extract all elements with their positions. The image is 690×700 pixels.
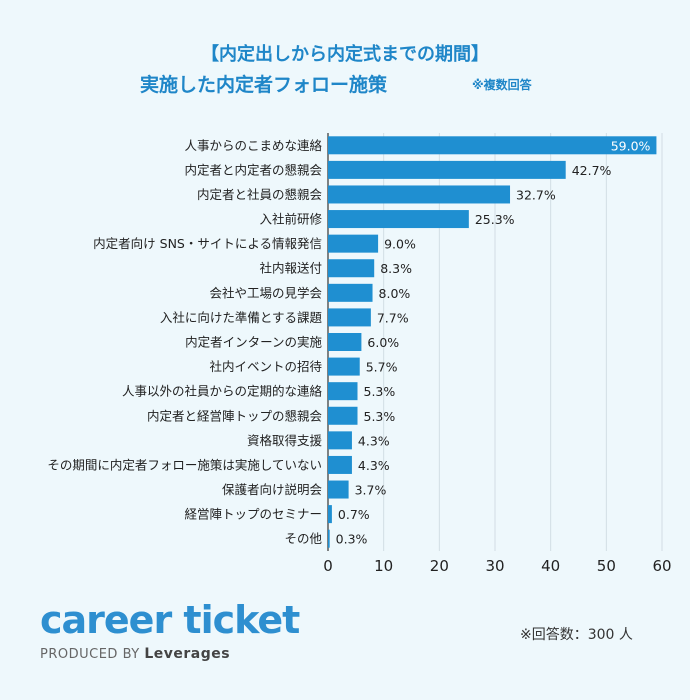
bar	[328, 505, 332, 524]
bar	[328, 160, 566, 179]
x-tick-label: 20	[430, 557, 449, 575]
value-label: 4.3%	[358, 433, 390, 448]
category-label: 内定者と内定者の懇親会	[184, 162, 322, 177]
bar	[328, 185, 511, 204]
value-label: 32.7%	[516, 187, 556, 202]
bar	[328, 259, 375, 278]
career-ticket-logo: career ticket	[40, 598, 300, 642]
value-label: 8.0%	[379, 286, 411, 301]
category-label: 人事からのこまめな連絡	[184, 138, 322, 153]
logo-produced-by: PRODUCED BY Leverages	[40, 646, 230, 662]
category-label: 人事以外の社員からの定期的な連絡	[122, 384, 323, 399]
category-label: 内定者向け SNS・サイトによる情報発信	[93, 236, 322, 251]
bar	[328, 333, 362, 351]
bar	[328, 136, 657, 155]
value-label: 5.3%	[364, 384, 396, 399]
multiple-answer-note: ※複数回答	[472, 78, 532, 92]
category-label: 経営陣トップのセミナー	[184, 507, 322, 522]
value-label: 3.7%	[355, 483, 387, 498]
value-label: 5.7%	[366, 360, 398, 375]
category-label: 入社前研修	[259, 212, 322, 227]
value-label: 0.3%	[336, 532, 368, 547]
category-label: 資格取得支援	[247, 433, 323, 448]
category-label: その他	[284, 531, 322, 546]
category-label: 社内イベントの招待	[209, 359, 322, 374]
category-label: 入社に向けた準備とする課題	[160, 310, 323, 325]
value-label: 25.3%	[475, 212, 515, 227]
value-label: 9.0%	[384, 237, 416, 252]
logo-brand: Leverages	[144, 646, 231, 662]
category-label: 内定者と社員の懇親会	[197, 187, 323, 202]
bar	[328, 529, 330, 548]
x-tick-label: 60	[652, 557, 671, 575]
bar	[328, 308, 371, 327]
bar	[328, 480, 349, 499]
value-label: 8.3%	[380, 261, 412, 276]
logo-produced-by-prefix: PRODUCED BY	[40, 647, 140, 662]
bar-chart: 人事からのこまめな連絡 59.0% 内定者と内定者の懇親会 42.7% 内定者と社員の懇…	[47, 133, 672, 575]
x-tick-label: 0	[323, 557, 333, 575]
bar	[328, 357, 360, 376]
value-label: 6.0%	[367, 335, 399, 350]
x-tick-label: 30	[485, 557, 504, 575]
bar	[328, 283, 373, 302]
category-label: 会社や工場の見学会	[209, 285, 322, 300]
x-tick-label: 40	[541, 557, 560, 575]
value-label: 7.7%	[377, 310, 409, 325]
chart-title-line2: 実施した内定者フォロー施策	[140, 74, 388, 96]
bar	[328, 431, 352, 450]
x-tick-label: 10	[374, 557, 393, 575]
value-label: 4.3%	[358, 458, 390, 473]
respondent-count: ※回答数：300 人	[520, 627, 633, 643]
category-label: 内定者と経営陣トップの懇親会	[147, 408, 323, 423]
value-label: 59.0%	[611, 138, 651, 153]
value-label: 5.3%	[364, 409, 396, 424]
bar	[328, 234, 379, 253]
chart-title-line1: 【内定出しから内定式までの期間】	[201, 44, 489, 65]
logo-wordmark: career ticket	[40, 598, 300, 642]
bar	[328, 382, 358, 401]
bar	[328, 455, 352, 474]
x-tick-label: 50	[597, 557, 616, 575]
category-label: 社内報送付	[259, 261, 322, 276]
value-label: 0.7%	[338, 507, 370, 522]
category-label: その期間に内定者フォロー施策は実施していない	[47, 457, 322, 472]
bar	[328, 210, 469, 229]
category-label: 内定者インターンの実施	[185, 335, 322, 350]
category-label: 保護者向け説明会	[222, 482, 323, 497]
bar	[328, 406, 358, 425]
value-label: 42.7%	[572, 163, 612, 178]
